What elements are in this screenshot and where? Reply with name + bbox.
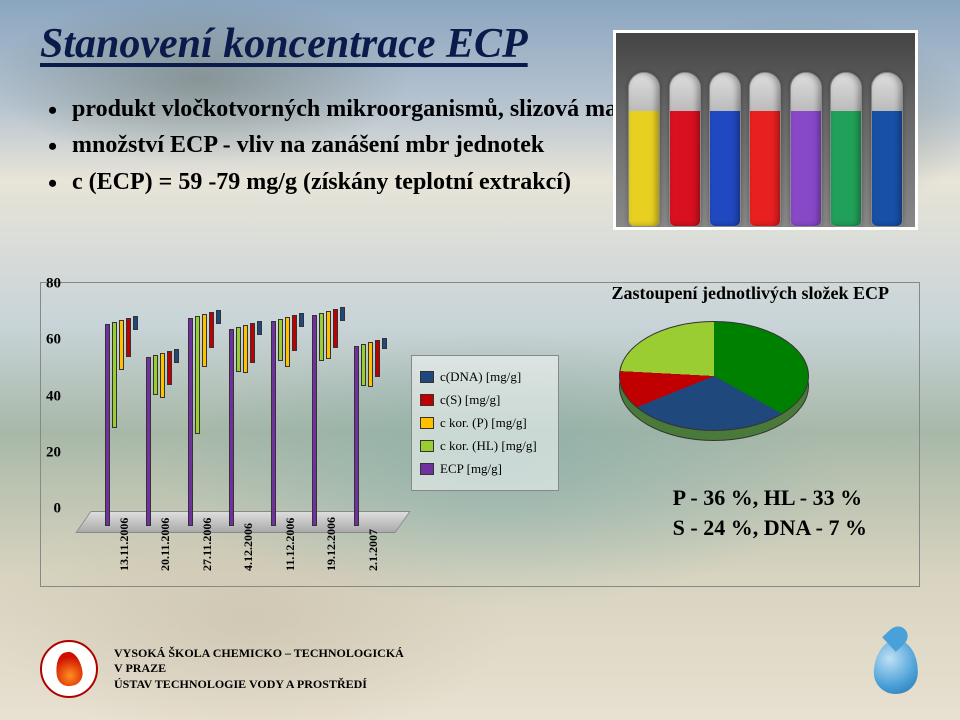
university-logo-icon	[40, 640, 98, 698]
pct-line: S - 24 %, DNA - 7 %	[673, 513, 867, 543]
legend-item: ECP [mg/g]	[420, 461, 550, 477]
pie-chart	[619, 321, 809, 441]
chart-panel: 020406080 13.11.200620.11.200627.11.2006…	[40, 282, 920, 587]
legend-item: c(DNA) [mg/g]	[420, 369, 550, 385]
legend-item: c(S) [mg/g]	[420, 392, 550, 408]
water-droplet-icon	[873, 639, 919, 695]
bar-legend: c(DNA) [mg/g] c(S) [mg/g] c kor. (P) [mg/g…	[411, 355, 559, 491]
pct-line: P - 36 %, HL - 33 %	[673, 483, 867, 513]
bar-x-axis: 13.11.200620.11.200627.11.20064.12.20061…	[101, 532, 391, 580]
pie-title: Zastoupení jednotlivých složek ECP	[611, 283, 889, 304]
pie-percent-text: P - 36 %, HL - 33 % S - 24 %, DNA - 7 %	[673, 483, 867, 542]
footer-line: ÚSTAV TECHNOLOGIE VODY A PROSTŘEDÍ	[114, 677, 404, 693]
footer-line: V PRAZE	[114, 661, 404, 677]
test-tubes-image	[613, 30, 918, 230]
footer-line: VYSOKÁ ŠKOLA CHEMICKO – TECHNOLOGICKÁ	[114, 646, 404, 662]
bar-chart	[101, 301, 391, 526]
legend-item: c kor. (P) [mg/g]	[420, 415, 550, 431]
legend-item: c kor. (HL) [mg/g]	[420, 438, 550, 454]
footer: VYSOKÁ ŠKOLA CHEMICKO – TECHNOLOGICKÁ V …	[40, 640, 404, 698]
